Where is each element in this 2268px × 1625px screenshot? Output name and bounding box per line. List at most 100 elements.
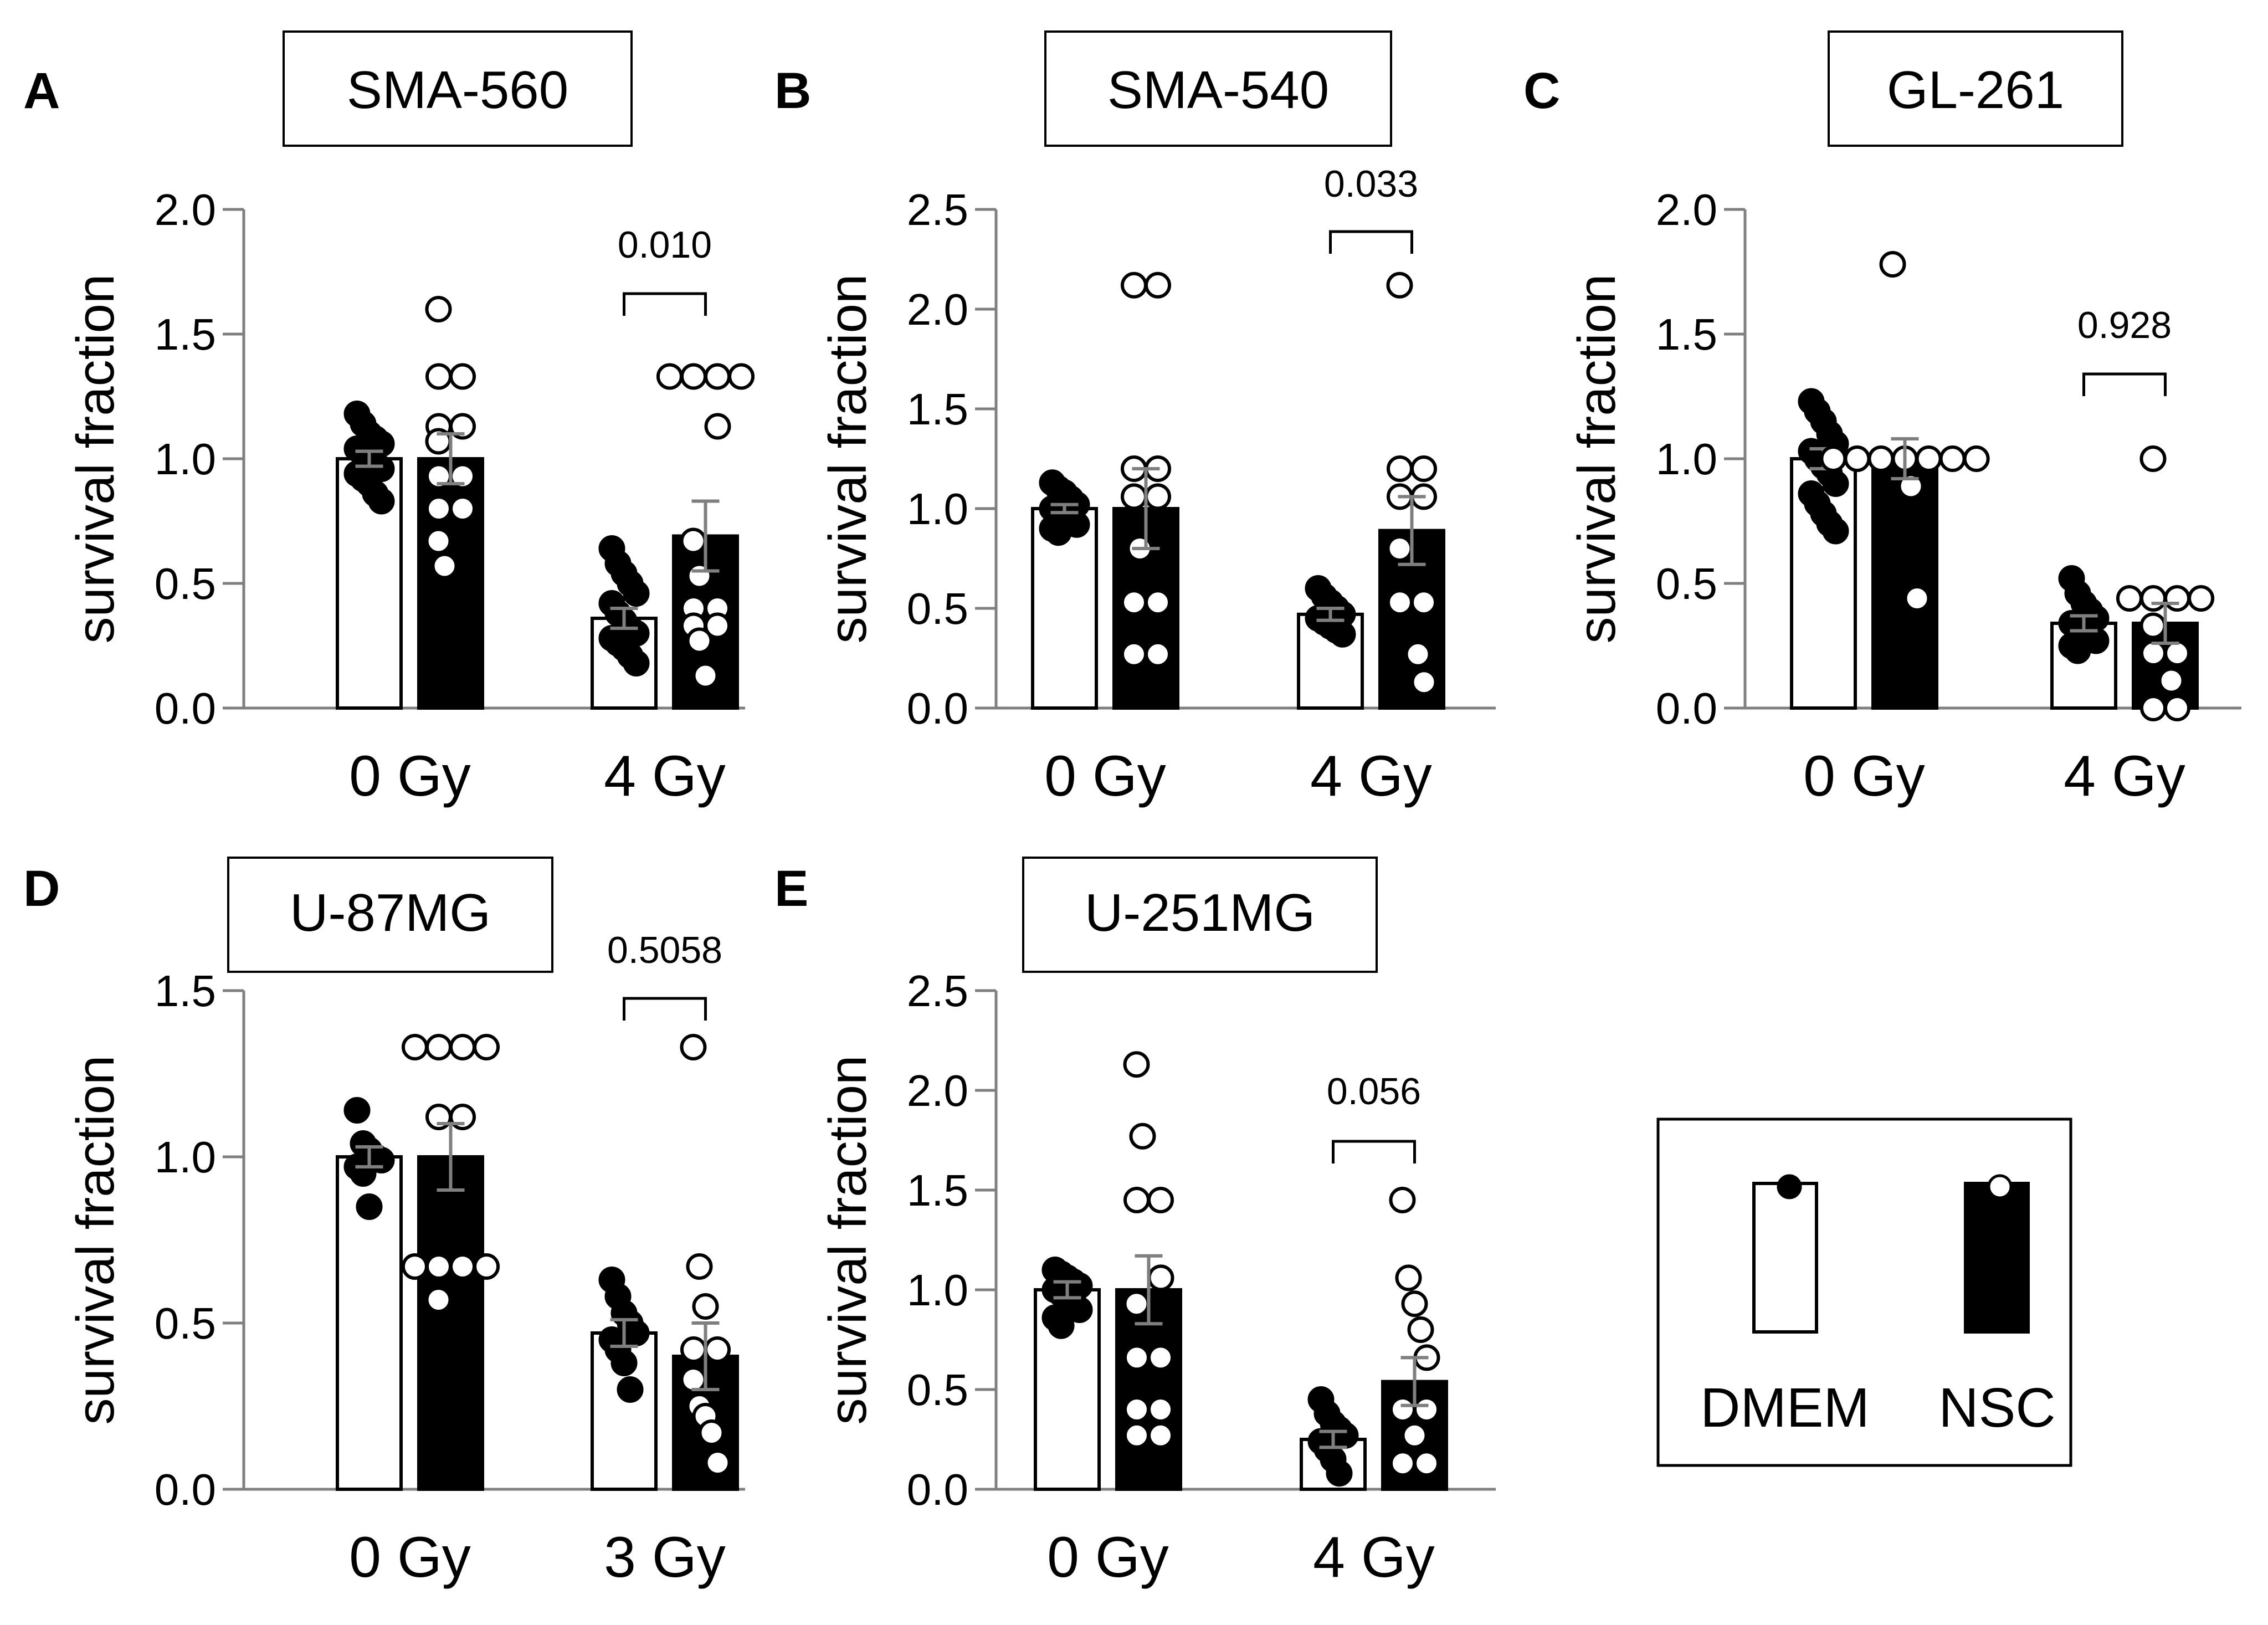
data-point: [1413, 1450, 1440, 1477]
data-point: [1410, 455, 1438, 482]
data-point: [1145, 271, 1172, 299]
y-tick-label: 1.5: [1656, 310, 1717, 359]
y-tick-label: 0.5: [907, 584, 968, 633]
data-point: [623, 580, 650, 607]
x-category-label: 4 Gy: [1313, 1525, 1435, 1590]
y-tick-label: 0.0: [155, 1465, 216, 1514]
data-point: [2139, 585, 2167, 612]
x-category-label: 0 Gy: [349, 1525, 471, 1590]
data-point: [686, 1253, 713, 1280]
data-point: [343, 1097, 371, 1124]
data-point: [1939, 445, 1966, 472]
data-point: [610, 1350, 638, 1376]
data-point: [692, 1293, 719, 1320]
y-tick-label: 0.5: [907, 1365, 968, 1414]
x-category-label: 0 Gy: [1044, 744, 1166, 808]
data-point: [473, 1034, 500, 1060]
data-point: [686, 627, 713, 654]
panel-C: C GL-261 0.0 0.5 1.0 1.5 2.0 survival fraction 0…: [1523, 30, 2241, 808]
p-value-label: 0.5058: [607, 929, 722, 971]
significance-bracket: [1332, 1140, 1416, 1163]
panel-D: D U-87MG 0.0 0.5 1.0 1.5 survival fraction 0 Gy…: [23, 857, 745, 1590]
y-axis-title: survival fraction: [66, 274, 125, 644]
data-point: [2116, 585, 2143, 612]
title-box: [1044, 30, 1392, 147]
y-tick-label: 2.0: [1656, 185, 1717, 234]
y-tick-label: 1.5: [907, 385, 968, 434]
data-point: [449, 1034, 476, 1060]
data-point: [1401, 1422, 1428, 1449]
data-point: [1386, 271, 1413, 299]
x-category-label: 4 Gy: [604, 744, 726, 808]
data-point: [686, 562, 713, 589]
data-point: [1413, 1396, 1440, 1423]
p-value-label: 0.056: [1327, 1070, 1421, 1113]
significance-bracket: [2082, 372, 2167, 396]
data-point: [425, 1286, 452, 1313]
bar: [1115, 1288, 1182, 1491]
data-point: [680, 527, 707, 555]
legend-label-dmem: DMEM: [1700, 1377, 1870, 1439]
data-point: [431, 552, 458, 580]
y-tick-label: 1.0: [907, 484, 968, 534]
significance-bracket: [623, 997, 707, 1021]
data-point: [1401, 1290, 1428, 1318]
y-tick-label: 1.5: [155, 310, 216, 359]
data-point: [680, 1336, 707, 1363]
data-point: [680, 1366, 707, 1393]
data-point: [1822, 517, 1849, 545]
data-point: [1145, 589, 1172, 616]
x-category-label: 0 Gy: [349, 744, 471, 808]
y-axis-title: survival fraction: [66, 1055, 125, 1425]
significance-bracket: [623, 292, 707, 316]
y-tick-label: 1.5: [907, 1166, 968, 1215]
y-axis-title: survival fraction: [1567, 274, 1626, 644]
data-point: [2158, 667, 2185, 694]
data-point: [1147, 1422, 1174, 1449]
data-point: [1329, 621, 1356, 648]
data-point: [1123, 1422, 1150, 1449]
data-point: [704, 413, 731, 440]
data-point: [401, 1034, 428, 1060]
data-point: [425, 1253, 452, 1280]
data-point: [2139, 695, 2167, 721]
data-point: [425, 527, 452, 555]
data-point: [1389, 1187, 1416, 1213]
data-point: [1120, 483, 1147, 510]
data-point: [680, 1034, 707, 1060]
bar: [1031, 507, 1098, 710]
data-point: [1120, 271, 1147, 299]
legend-point-nsc: [1987, 1174, 2013, 1199]
legend-swatch-dmem: [1752, 1182, 1818, 1334]
data-point: [1915, 445, 1942, 472]
data-point: [1147, 1396, 1174, 1423]
data-point: [449, 495, 476, 522]
panel-letter: C: [1523, 63, 1560, 119]
data-point: [449, 1253, 476, 1280]
data-point: [1407, 1316, 1434, 1343]
bar: [417, 457, 484, 710]
data-point: [1410, 669, 1438, 696]
panel-A: A SMA-560 0.0 0.5 1.0 1.5 2.0 survival fraction…: [23, 30, 755, 808]
data-point: [623, 650, 650, 676]
legend-swatch-nsc: [1964, 1182, 2030, 1334]
data-point: [1123, 1051, 1150, 1078]
data-point: [1129, 1122, 1156, 1150]
data-point: [1404, 640, 1431, 668]
data-point: [2139, 445, 2167, 472]
data-point: [617, 1376, 644, 1403]
data-point: [704, 612, 731, 639]
p-value-label: 0.928: [2077, 304, 2172, 346]
data-point: [1903, 585, 1931, 612]
y-tick-label: 1.5: [155, 966, 216, 1016]
legend: DMEM NSC: [1656, 1117, 2072, 1467]
y-tick-label: 2.5: [907, 185, 968, 234]
data-point: [425, 495, 452, 522]
y-tick-label: 0.0: [155, 684, 216, 733]
data-point: [2164, 585, 2191, 612]
x-category-label: 3 Gy: [604, 1525, 726, 1590]
x-category-label: 0 Gy: [1803, 744, 1925, 808]
x-category-label: 0 Gy: [1047, 1525, 1169, 1590]
data-point: [2139, 640, 2167, 667]
